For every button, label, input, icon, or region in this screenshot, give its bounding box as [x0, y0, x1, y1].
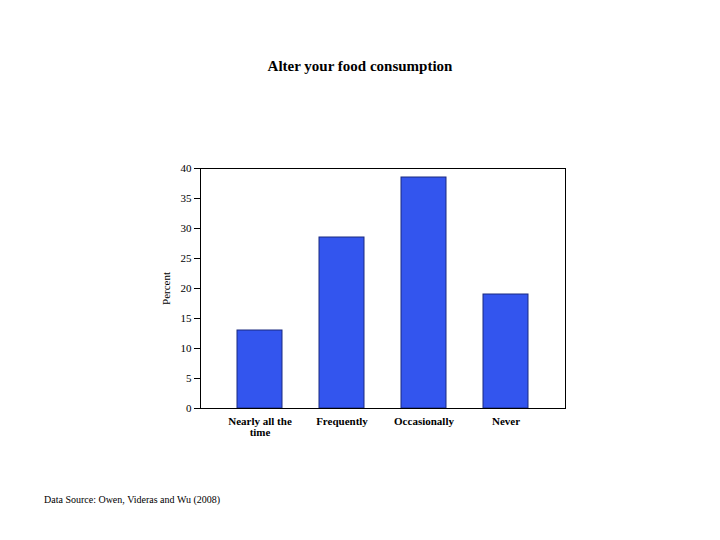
svg-text:Nearly all thetime: Nearly all thetime [228, 415, 292, 438]
svg-text:15: 15 [181, 312, 193, 324]
svg-text:Frequently: Frequently [316, 415, 368, 427]
svg-text:Occasionally: Occasionally [394, 415, 454, 427]
svg-text:35: 35 [181, 192, 193, 204]
svg-text:40: 40 [181, 162, 193, 174]
svg-text:10: 10 [181, 342, 193, 354]
html-text:Data Source: Owen, Videras and: Data Source: Owen, Videras and Wu (2008) [44, 494, 221, 505]
svg-text:25: 25 [181, 252, 193, 264]
svg-text:20: 20 [181, 282, 193, 294]
svg-text:5: 5 [186, 372, 192, 384]
svg-text:30: 30 [181, 222, 193, 234]
svg-text:0: 0 [186, 402, 192, 414]
svg-text:Never: Never [492, 415, 520, 427]
html-text:Alter your food consumption: Alter your food consumption [267, 58, 453, 74]
svg-text:Percent: Percent [160, 272, 172, 305]
